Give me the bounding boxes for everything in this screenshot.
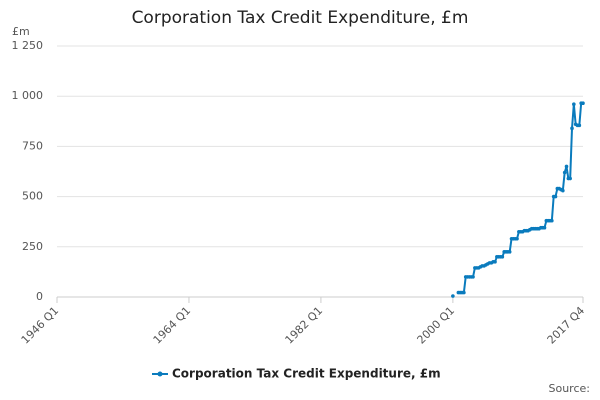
legend-marker (157, 371, 163, 377)
data-point (553, 194, 558, 199)
x-tick-label: 2017 Q4 (545, 304, 588, 347)
data-point (568, 176, 572, 181)
data-point (493, 260, 497, 264)
x-tick-label: 1982 Q1 (283, 304, 326, 347)
y-tick-label: 0 (36, 290, 43, 303)
source: Source: (549, 382, 591, 395)
data-point (577, 123, 582, 128)
chart-title: Corporation Tax Credit Expenditure, £m (132, 8, 469, 28)
data-point (570, 126, 574, 131)
data-point (515, 236, 519, 241)
x-tick-label: 2000 Q1 (415, 304, 458, 347)
data-point (564, 164, 569, 169)
data-point (507, 250, 512, 254)
x-tick-label: 1946 Q1 (19, 304, 62, 347)
y-axis-label: £m (12, 25, 30, 38)
data-point (500, 255, 505, 259)
y-tick-label: 750 (22, 139, 43, 152)
y-tick-label: 500 (22, 190, 43, 203)
data-point (572, 102, 576, 107)
data-point (462, 290, 466, 295)
series-line (458, 102, 583, 294)
data-point (562, 170, 567, 175)
data-point (550, 218, 554, 223)
data-point (451, 294, 455, 298)
y-tick-label: 1 000 (12, 89, 44, 102)
data-point (561, 188, 565, 193)
x-tick-label: 1964 Q1 (151, 304, 194, 347)
data-point (581, 101, 585, 106)
y-tick-label: 1 250 (12, 39, 44, 52)
legend-label: Corporation Tax Credit Expenditure, £m (172, 367, 441, 381)
data-point (542, 225, 547, 230)
data-point (471, 275, 475, 279)
y-tick-label: 250 (22, 240, 43, 253)
